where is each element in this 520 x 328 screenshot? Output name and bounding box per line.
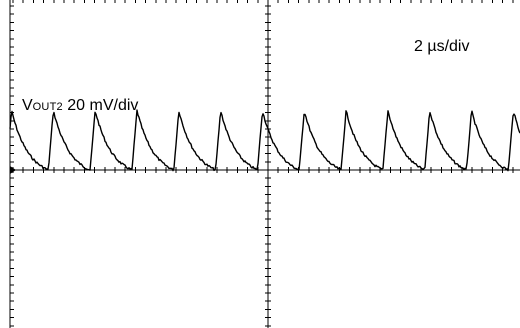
time-base-label: 2 µs/div <box>414 38 470 55</box>
channel-subscript: OUT2 <box>32 101 63 113</box>
channel-scale: 20 mV/div <box>67 97 139 114</box>
scope-trace-group <box>9 109 520 174</box>
ground-marker-icon <box>10 166 16 174</box>
ripple-trace <box>9 109 520 172</box>
channel-prefix: V <box>22 97 33 114</box>
channel-label: VOUT2 20 mV/div <box>22 96 138 117</box>
scope-graticule <box>9 0 520 328</box>
